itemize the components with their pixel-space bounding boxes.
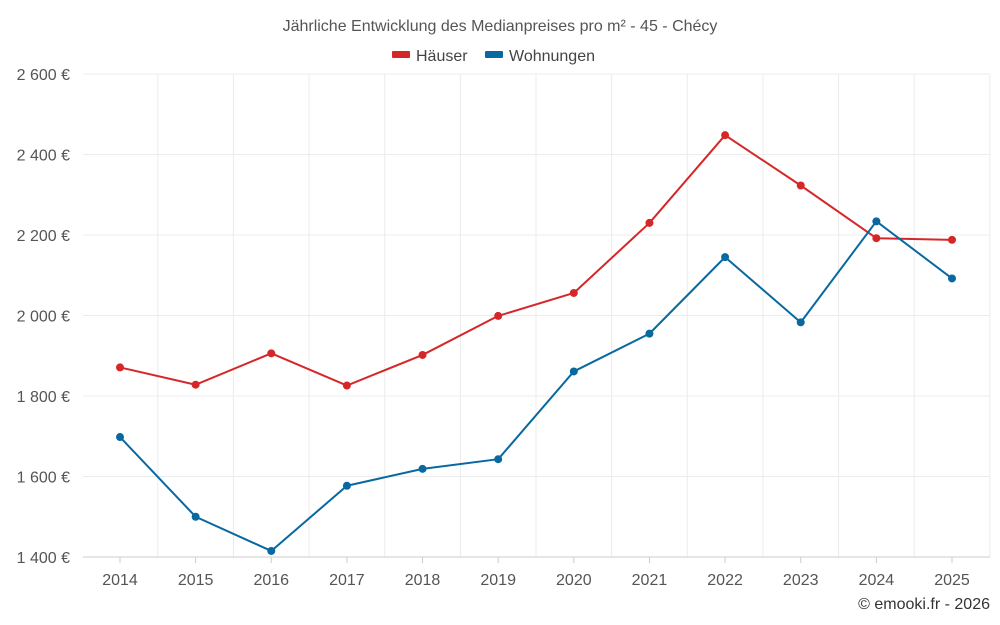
grid [83, 73, 991, 558]
x-tick-label: 2014 [102, 572, 138, 589]
data-point[interactable] [796, 318, 805, 327]
data-point[interactable] [569, 367, 578, 376]
series-line [119, 220, 953, 552]
data-point[interactable] [872, 234, 881, 243]
y-tick-label: 1 800 € [17, 389, 70, 406]
data-point[interactable] [418, 464, 427, 473]
legend-label: Wohnungen [509, 48, 595, 65]
data-point[interactable] [494, 311, 503, 320]
data-point[interactable] [645, 329, 654, 338]
data-point[interactable] [267, 349, 276, 358]
y-tick-label: 2 600 € [17, 67, 70, 84]
data-point[interactable] [342, 381, 351, 390]
legend-label: Häuser [416, 48, 468, 65]
x-tick-label: 2017 [329, 572, 365, 589]
x-tick-label: 2020 [556, 572, 592, 589]
series-layer [116, 131, 956, 555]
legend-swatch [485, 51, 503, 58]
series-2 [116, 217, 956, 555]
x-tick-label: 2016 [253, 572, 289, 589]
series-line [119, 134, 953, 387]
data-point[interactable] [948, 235, 956, 244]
chart-credit: © emooki.fr - 2026 [858, 596, 990, 613]
x-tick-label: 2022 [707, 572, 743, 589]
chart-title: Jährliche Entwicklung des Medianpreises … [283, 18, 718, 35]
data-point[interactable] [342, 481, 351, 490]
x-tick-label: 2019 [480, 572, 516, 589]
x-tick-label: 2021 [632, 572, 668, 589]
data-point[interactable] [796, 181, 805, 190]
data-point[interactable] [494, 455, 503, 464]
legend-item[interactable]: Wohnungen [485, 48, 595, 65]
data-point[interactable] [569, 288, 578, 297]
y-tick-label: 1 600 € [17, 470, 70, 487]
legend-swatch [392, 51, 410, 58]
y-tick-label: 2 000 € [17, 309, 70, 326]
y-tick-label: 2 200 € [17, 228, 70, 245]
data-point[interactable] [267, 546, 276, 555]
data-point[interactable] [948, 274, 956, 283]
data-point[interactable] [645, 218, 654, 227]
legend: Häuser Wohnungen [392, 48, 595, 65]
data-point[interactable] [721, 131, 730, 140]
x-tick-label: 2024 [859, 572, 895, 589]
data-point[interactable] [872, 217, 881, 226]
x-tick-label: 2025 [934, 572, 970, 589]
axes: 1 400 € 1 600 € 1 800 € 2 000 € 2 200 € 2 400… [17, 67, 990, 589]
data-point[interactable] [721, 253, 730, 262]
data-point[interactable] [116, 363, 124, 372]
legend-item[interactable]: Häuser [392, 48, 468, 65]
series-1 [116, 131, 956, 390]
x-tick-label: 2015 [178, 572, 214, 589]
y-tick-label: 2 400 € [17, 148, 70, 165]
data-point[interactable] [191, 380, 200, 389]
x-tick-label: 2023 [783, 572, 819, 589]
x-tick-label: 2018 [405, 572, 441, 589]
y-tick-label: 1 400 € [17, 550, 70, 567]
data-point[interactable] [191, 512, 200, 521]
data-point[interactable] [418, 350, 427, 359]
data-point[interactable] [116, 433, 124, 442]
